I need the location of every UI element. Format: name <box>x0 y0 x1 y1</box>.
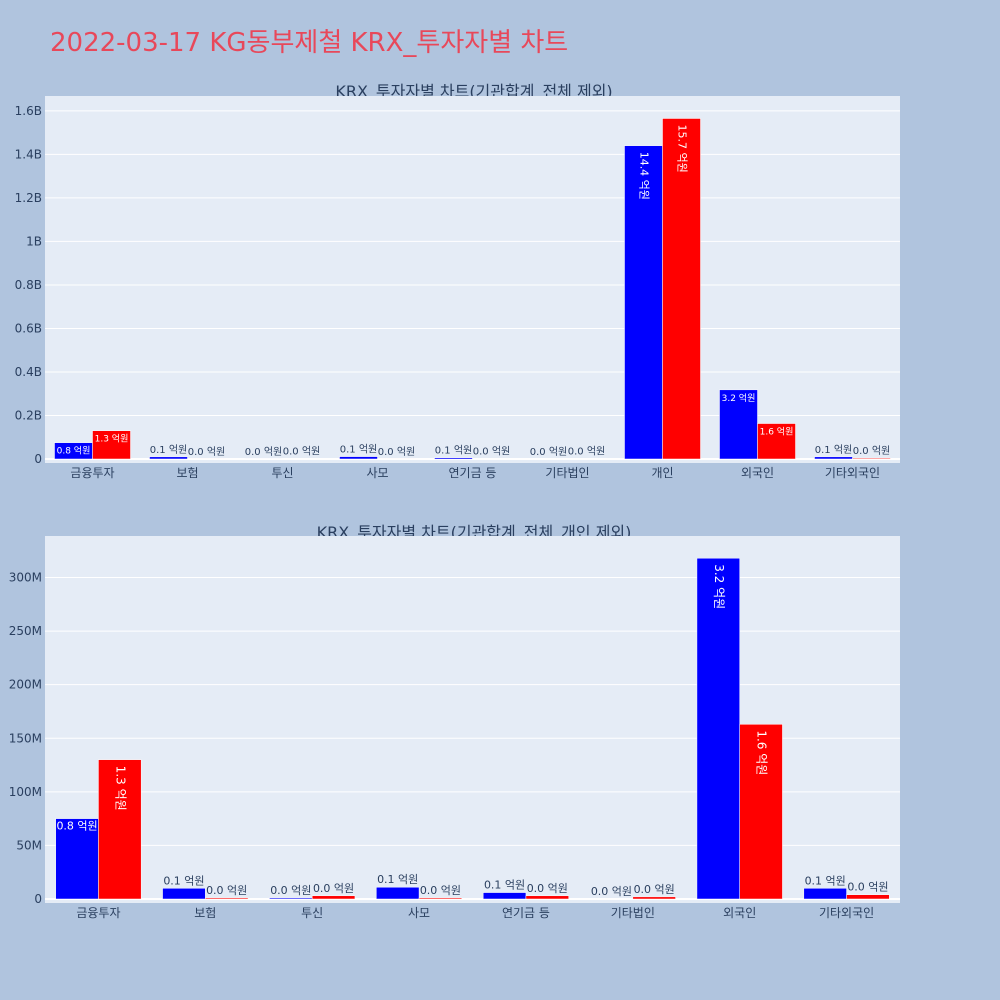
data-label: 0.0 억원 <box>634 883 675 896</box>
data-label: 0.0 억원 <box>283 446 320 458</box>
data-label: 0.0 억원 <box>530 446 567 458</box>
y-tick-label: 1.2B <box>15 191 42 205</box>
data-label: 0.0 억원 <box>527 882 568 895</box>
bar <box>418 897 463 900</box>
bar <box>846 894 890 900</box>
bar <box>98 759 142 900</box>
data-label: 0.1 억원 <box>340 444 377 456</box>
x-tick-label: 투신 <box>271 466 293 480</box>
y-tick-label: 0.8B <box>15 278 42 292</box>
data-label: 0.1 억원 <box>805 874 846 887</box>
data-label: 0.0 억원 <box>270 884 311 897</box>
data-label: 0.0 억원 <box>313 882 354 895</box>
data-label: 0.1 억원 <box>163 874 204 887</box>
y-tick-label: 300M <box>9 571 42 585</box>
data-label: 0.1 억원 <box>484 879 525 892</box>
y-tick-label: 150M <box>9 731 42 745</box>
bar <box>205 897 249 900</box>
x-tick-label: 보험 <box>176 466 198 480</box>
bar <box>814 456 853 460</box>
x-tick-label: 금융투자 <box>70 466 114 480</box>
data-label: 0.8 억원 <box>57 445 91 457</box>
x-tick-label: 사모 <box>366 466 388 480</box>
x-tick-label: 금융투자 <box>76 906 120 920</box>
bar <box>434 457 473 460</box>
data-label: 0.0 억원 <box>206 884 247 897</box>
data-label: 0.0 억원 <box>188 446 225 458</box>
bar <box>55 818 99 900</box>
y-tick-label: 0 <box>34 892 42 906</box>
data-label: 0.0 억원 <box>591 885 632 898</box>
bar <box>149 456 188 460</box>
bar <box>632 896 676 900</box>
x-tick-label: 기타법인 <box>545 466 589 480</box>
data-label: 0.0 억원 <box>420 884 461 897</box>
data-label: 0.1 억원 <box>435 445 472 457</box>
x-tick-label: 보험 <box>194 906 216 920</box>
bar <box>757 423 796 460</box>
data-label: 14.4 억원 <box>638 152 651 200</box>
data-label: 1.3 억원 <box>95 433 129 445</box>
y-tick-label: 1.4B <box>15 147 42 161</box>
data-label: 0.0 억원 <box>568 446 605 458</box>
bar <box>92 430 131 460</box>
bar <box>482 892 527 900</box>
bar <box>624 145 663 460</box>
y-tick-label: 1.6B <box>15 104 42 118</box>
data-label: 0.0 억원 <box>473 446 510 458</box>
x-tick-label: 연기금 등 <box>449 466 497 480</box>
bar <box>662 118 701 460</box>
x-tick-label: 외국인 <box>741 466 774 480</box>
x-tick-label: 개인 <box>651 466 673 480</box>
data-label: 1.6 억원 <box>755 730 769 775</box>
x-tick-label: 기타외국인 <box>825 466 880 480</box>
data-label: 0.0 억원 <box>847 881 888 894</box>
page-title: 2022-03-17 KG동부제철 KRX_투자자별 차트 <box>50 28 569 58</box>
x-tick-label: 투신 <box>301 906 323 920</box>
bar <box>376 886 420 900</box>
x-tick-label: 기타외국인 <box>819 906 874 920</box>
bar <box>852 457 891 460</box>
data-label: 0.0 억원 <box>853 445 890 457</box>
data-label: 3.2 억원 <box>722 392 756 404</box>
bar <box>269 897 313 900</box>
y-tick-label: 250M <box>9 624 42 638</box>
y-tick-label: 1B <box>26 234 42 248</box>
bar <box>339 456 378 460</box>
data-label: 0.1 억원 <box>377 873 418 886</box>
data-label: 0.1 억원 <box>815 444 852 456</box>
bar <box>696 557 740 900</box>
y-tick-label: 0 <box>34 452 42 466</box>
y-tick-label: 0.2B <box>15 408 42 422</box>
x-tick-label: 외국인 <box>723 906 756 920</box>
chart-1: 0 0.2B 0.4B 0.6B 0.8B 1B 1.2B 1.4B 1.6B 금융투자 0.8 억… <box>15 104 900 480</box>
data-label: 15.7 억원 <box>676 124 689 172</box>
y-tick-label: 0.4B <box>15 365 42 379</box>
y-tick-label: 0.6B <box>15 321 42 335</box>
y-tick-label: 50M <box>16 838 42 852</box>
data-label: 1.6 억원 <box>760 426 794 438</box>
bar <box>525 895 569 900</box>
y-tick-label: 100M <box>9 785 42 799</box>
data-label: 0.0 억원 <box>378 446 415 458</box>
bar <box>739 724 783 900</box>
y-tick-label: 200M <box>9 678 42 692</box>
data-label: 0.8 억원 <box>56 820 97 833</box>
data-label: 0.0 억원 <box>245 446 282 458</box>
chart-2: 0 50M 100M 150M 200M 250M 300M 금융투자 0.8 억원 1.3 억원… <box>9 557 900 920</box>
x-tick-label: 연기금 등 <box>502 906 550 920</box>
data-label: 1.3 억원 <box>113 766 127 811</box>
bar <box>162 888 206 900</box>
chart-1-plot-area <box>45 96 900 463</box>
bar <box>311 895 356 900</box>
data-label: 0.1 억원 <box>150 444 187 456</box>
x-tick-label: 사모 <box>408 906 430 920</box>
x-tick-label: 기타법인 <box>611 906 655 920</box>
data-label: 3.2 억원 <box>712 564 726 609</box>
bar <box>803 888 847 900</box>
